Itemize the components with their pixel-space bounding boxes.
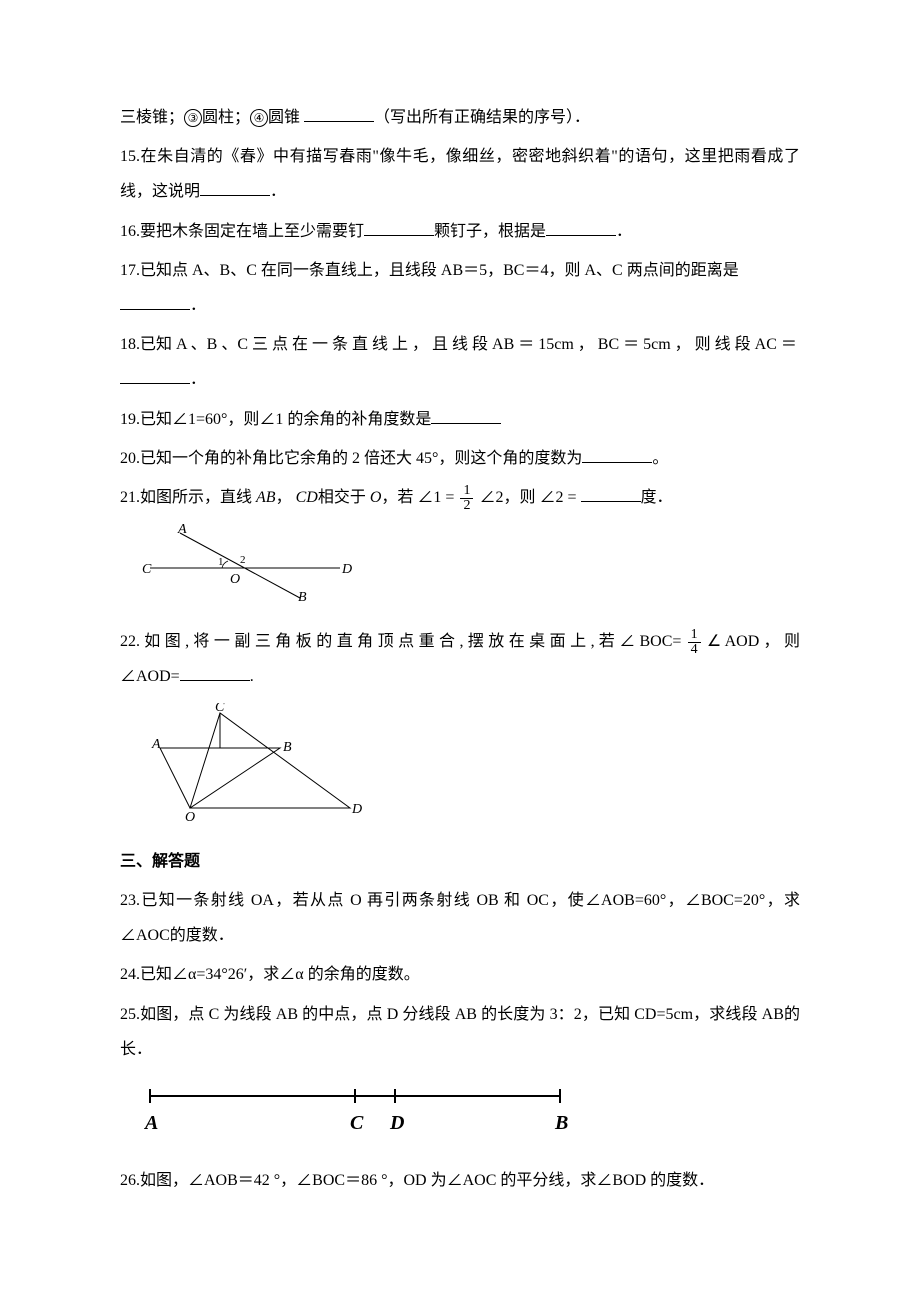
q15-post: ． xyxy=(270,183,286,200)
q14-t3: 圆柱； xyxy=(202,109,250,126)
q21-mid1: 相交于 xyxy=(318,489,370,506)
question-22: 22. 如 图 , 将 一 副 三 角 板 的 直 角 顶 点 重 合 , 摆 … xyxy=(120,624,800,694)
q22-pre: 22. 如 图 , 将 一 副 三 角 板 的 直 角 顶 点 重 合 , 摆 … xyxy=(120,633,686,650)
question-17: 17.已知点 A、B、C 在同一条直线上，且线段 AB＝5，BC＝4，则 A、C… xyxy=(120,253,800,323)
frac21-num: 1 xyxy=(460,484,473,499)
q20-post: 。 xyxy=(652,450,668,467)
q14-pre: 三棱锥； xyxy=(120,109,184,126)
q21-eq2: ∠2 xyxy=(475,489,503,506)
q21-o: O xyxy=(370,489,382,506)
q14-post: （写出所有正确结果的序号）． xyxy=(374,109,590,126)
blank-20 xyxy=(582,447,652,463)
fraction-22: 14 xyxy=(688,628,701,657)
q26-text: 26.如图，∠AOB＝42 °，∠BOC＝86 °，OD 为∠AOC 的平分线，… xyxy=(120,1172,714,1189)
diagram-22: A B C O D xyxy=(140,703,800,836)
frac22-den: 4 xyxy=(688,643,701,657)
q21-eq1: ∠1 = xyxy=(417,489,458,506)
d25-C: C xyxy=(350,1112,364,1134)
blank-15 xyxy=(200,180,270,196)
question-15: 15.在朱自清的《春》中有描写春雨"像牛毛，像细丝，密密地斜织着"的语句，这里把… xyxy=(120,139,800,209)
d22-B: B xyxy=(283,740,292,755)
q17-post: ． xyxy=(190,297,206,314)
q25-text: 25.如图，点 C 为线段 AB 的中点，点 D 分线段 AB 的长度为 3：2… xyxy=(120,1006,800,1058)
q21-post: 度． xyxy=(641,489,673,506)
diagram-21: A C O D B 1 2 xyxy=(140,523,800,616)
question-18: 18.已知 A 、B 、C 三 点 在 一 条 直 线 上 ， 且 线 段 AB… xyxy=(120,327,800,397)
d25-A: A xyxy=(143,1112,158,1134)
d22-D: D xyxy=(351,802,362,817)
fraction-21: 12 xyxy=(460,484,473,513)
q18-pre: 18.已知 A 、B 、C 三 点 在 一 条 直 线 上 ， 且 线 段 AB… xyxy=(120,336,797,353)
circled-3: ③ xyxy=(184,109,202,127)
question-14: 三棱锥；③圆柱；④圆锥 （写出所有正确结果的序号）． xyxy=(120,100,800,135)
blank-19 xyxy=(431,408,501,424)
q24-text: 24.已知∠α=34°26′，求∠α 的余角的度数。 xyxy=(120,966,420,983)
circled-4: ④ xyxy=(250,109,268,127)
d21-ang2: 2 xyxy=(240,554,246,566)
q21-pre: 21.如图所示，直线 xyxy=(120,489,256,506)
q16-mid: 颗钉子，根据是 xyxy=(434,223,546,240)
q21-cd: CD xyxy=(296,489,318,506)
q21-mid2: ，若 xyxy=(381,489,417,506)
blank-16a xyxy=(364,220,434,236)
question-16: 16.要把木条固定在墙上至少需要钉 颗钉子，根据是 ． xyxy=(120,214,800,249)
section-3-title: 三、解答题 xyxy=(120,844,800,879)
d21-B: B xyxy=(298,590,307,603)
q21-ab: AB xyxy=(256,489,276,506)
q20-pre: 20.已知一个角的补角比它余角的 2 倍还大 45°，则这个角的度数为 xyxy=(120,450,582,467)
blank-14 xyxy=(304,106,374,122)
d21-O: O xyxy=(230,572,240,587)
question-23: 23.已知一条射线 OA，若从点 O 再引两条射线 OB 和 OC，使∠AOB=… xyxy=(120,883,800,953)
d21-C: C xyxy=(142,562,152,577)
q19-text: 19.已知∠1=60°，则∠1 的余角的补角度数是 xyxy=(120,411,431,428)
q23-text: 23.已知一条射线 OA，若从点 O 再引两条射线 OB 和 OC，使∠AOB=… xyxy=(120,892,800,944)
diagram-25: A C D B xyxy=(140,1081,800,1149)
d22-C: C xyxy=(215,703,225,715)
blank-16b xyxy=(546,220,616,236)
d21-D: D xyxy=(341,562,352,577)
q18-post: ． xyxy=(190,371,206,388)
frac21-den: 2 xyxy=(460,499,473,513)
blank-22 xyxy=(180,665,250,681)
q22-post: . xyxy=(250,668,254,685)
d22-A: A xyxy=(151,737,161,752)
blank-21 xyxy=(581,486,641,502)
q21-eq3: ∠2 = xyxy=(539,489,580,506)
q14-t4: 圆锥 xyxy=(268,109,300,126)
d25-B: B xyxy=(554,1112,568,1134)
q17-pre: 17.已知点 A、B、C 在同一条直线上，且线段 AB＝5，BC＝4，则 A、C… xyxy=(120,262,739,279)
blank-18 xyxy=(120,368,190,384)
question-19: 19.已知∠1=60°，则∠1 的余角的补角度数是 xyxy=(120,402,800,437)
question-25: 25.如图，点 C 为线段 AB 的中点，点 D 分线段 AB 的长度为 3：2… xyxy=(120,997,800,1067)
blank-17 xyxy=(120,294,190,310)
question-26: 26.如图，∠AOB＝42 °，∠BOC＝86 °，OD 为∠AOC 的平分线，… xyxy=(120,1163,800,1198)
q21-mid3: ，则 xyxy=(503,489,539,506)
frac22-num: 1 xyxy=(688,628,701,643)
q21-comma: ， xyxy=(276,489,296,506)
question-20: 20.已知一个角的补角比它余角的 2 倍还大 45°，则这个角的度数为 。 xyxy=(120,441,800,476)
q16-post: ． xyxy=(616,223,632,240)
d21-A: A xyxy=(177,523,187,537)
question-24: 24.已知∠α=34°26′，求∠α 的余角的度数。 xyxy=(120,957,800,992)
d22-O: O xyxy=(185,810,195,823)
question-21: 21.如图所示，直线 AB， CD相交于 O，若 ∠1 = 12 ∠2，则 ∠2… xyxy=(120,480,800,515)
d25-D: D xyxy=(389,1112,404,1134)
q16-pre: 16.要把木条固定在墙上至少需要钉 xyxy=(120,223,364,240)
